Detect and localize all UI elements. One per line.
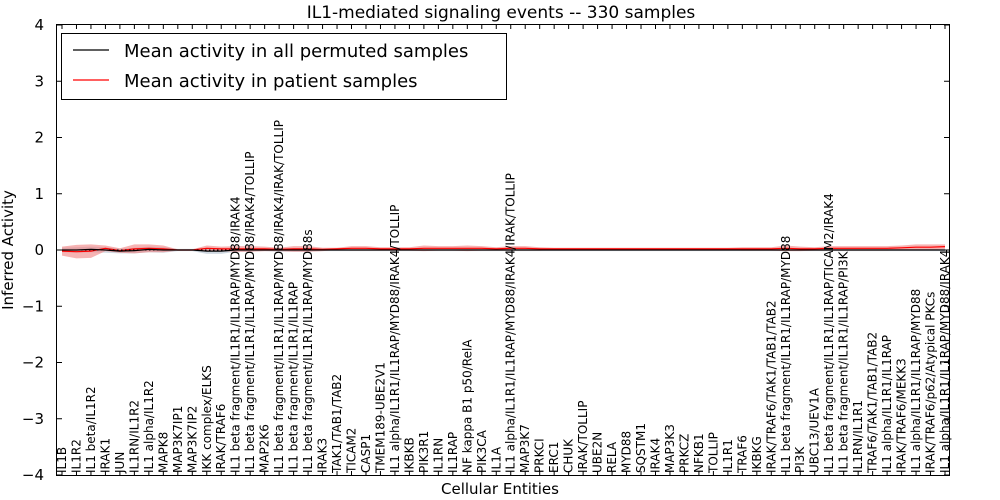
x-category-label: MAP2K6: [258, 424, 272, 473]
x-category-label: NF kappa B1 p50/RelA: [460, 339, 474, 473]
y-tick-label: −3: [22, 410, 44, 428]
x-category-label: MAP3K3: [663, 424, 677, 473]
x-category-label: IRAK1: [98, 438, 112, 473]
x-category-label: IL1 beta fragment/IL1R1/IL1RAP/MYD88/IRA…: [229, 196, 243, 473]
x-category-label: PI3K: [793, 446, 807, 473]
x-axis-label: Cellular Entities: [441, 480, 559, 498]
x-category-label: UBE2N: [591, 432, 605, 473]
x-category-label: PIK3CA: [475, 429, 489, 473]
x-category-label: IL1 alpha/IL1R1/IL1RAP/MYD88/IRAK4/TOLLI…: [388, 205, 402, 473]
legend: Mean activity in all permuted samples Me…: [61, 33, 507, 100]
x-category-label: IL1 beta fragment/IL1R1/IL1RAP/TICAM2/IR…: [822, 193, 836, 473]
y-tick-label: 2: [34, 129, 44, 147]
x-category-label: CASP1: [359, 434, 373, 473]
x-category-label: IRAK/TRAF6/TAK1/TAB1/TAB2: [764, 300, 778, 473]
x-category-label: TAK1/TAB1/TAB2: [330, 374, 344, 474]
x-category-label: MAP3K7: [518, 424, 532, 473]
x-category-label: TICAM2: [345, 428, 359, 474]
x-category-label: TOLLIP: [706, 432, 720, 474]
x-category-label: PIK3R1: [417, 431, 431, 473]
x-category-label: IL1RN/IL1R1: [851, 400, 865, 473]
patient-mean-line: [61, 246, 946, 253]
y-tick-label: 1: [34, 185, 44, 203]
x-category-label: TRAF6: [735, 435, 749, 474]
y-tick-label: −1: [22, 297, 44, 315]
x-category-label: JUN: [113, 452, 127, 474]
x-category-label: MAPK8: [156, 432, 170, 473]
y-tick-label: 4: [34, 16, 44, 34]
x-category-label: IRAK3: [316, 438, 330, 473]
y-tick-label: 3: [34, 72, 44, 90]
x-category-label: PRKCI: [533, 438, 547, 473]
x-category-label: CHUK: [562, 438, 576, 473]
x-category-label: IL1 alpha/IL1R1/IL1RAP/MYD88: [909, 289, 923, 473]
x-category-label: IKBKB: [402, 437, 416, 473]
x-category-label: MAP3K7IP1: [171, 406, 185, 473]
x-category-label: IL1 beta fragment/IL1R1/IL1RAP: [287, 282, 301, 473]
y-tick-label: −4: [22, 466, 44, 484]
x-category-label: IL1R2: [70, 439, 84, 473]
x-category-label: IL1 alpha/IL1R2: [142, 380, 156, 473]
x-category-label: IRAK/TOLLIP: [576, 401, 590, 473]
x-category-label: IL1 beta fragment/IL1R1/IL1RAP/MYD88/IRA…: [243, 152, 257, 473]
legend-box: [61, 33, 507, 100]
x-category-label: UBC13/UEV1A: [808, 387, 822, 473]
chart-title: IL1-mediated signaling events -- 330 sam…: [307, 3, 696, 23]
patient-std-band: [62, 244, 945, 259]
x-category-label: IL1 beta fragment/IL1R1/IL1RAP/PI3K: [837, 250, 851, 473]
legend-permuted-label: Mean activity in all permuted samples: [124, 41, 468, 62]
x-category-label: IL1 beta fragment/IL1R1/IL1RAP/MYD88s: [301, 229, 315, 473]
x-category-label: IL1 beta fragment/IL1R1/IL1RAP/MYD88: [779, 236, 793, 473]
x-category-label: IL1 alpha/IL1R1/IL1RAP/MYD88/IRAK4/IRAK/…: [504, 173, 518, 473]
y-tick-label: −2: [22, 354, 44, 372]
y-axis-label: Inferred Activity: [0, 190, 17, 310]
x-category-label: IL1RAP: [446, 432, 460, 473]
x-category-label: IL1B: [55, 447, 69, 473]
x-category-label: IKK complex/ELKS: [200, 365, 214, 473]
legend-patient-label: Mean activity in patient samples: [124, 71, 418, 92]
plot-frame: [56, 24, 950, 476]
x-category-label: IL1 alpha/IL1R1/IL1RAP/MYD88/IRAK4: [938, 250, 952, 473]
x-category-label: MYD88: [620, 431, 634, 473]
x-category-label: IRAK/TRAF6/MEKK3: [895, 358, 909, 473]
x-category-label: NFKB1: [692, 433, 706, 473]
x-category-label: ERC1: [547, 442, 561, 473]
x-category-label: TMEM189-UBE2V1: [374, 362, 388, 474]
x-category-label: IKBKG: [750, 436, 764, 473]
x-category-label: IRAK/TRAF6/p62/Atypical PKCs: [924, 292, 938, 473]
x-category-label: MAP3K7IP2: [185, 406, 199, 473]
x-category-label: IL1R1: [721, 439, 735, 473]
x-category-label: IL1 beta/IL1R2: [84, 386, 98, 473]
x-category-label: IRAK/TRAF6: [214, 404, 228, 473]
x-category-label: SQSTM1: [634, 423, 648, 473]
x-category-label: IL1RN: [431, 438, 445, 473]
x-category-label: IRAK4: [649, 438, 663, 473]
x-category-label: IL1 beta fragment/IL1R1/IL1RAP/MYD88/IRA…: [272, 120, 286, 473]
x-category-label: PRKCZ: [677, 434, 691, 473]
x-category-label: RELA: [605, 441, 619, 473]
x-category-label: IL1RN/IL1R2: [127, 400, 141, 473]
y-tick-label: 0: [34, 241, 44, 259]
x-category-label: IL1A: [489, 446, 503, 473]
x-category-label: TRAF6/TAK1/TAB1/TAB2: [866, 332, 880, 474]
x-category-label: IL1 alpha/IL1R1/IL1RAP: [880, 335, 894, 473]
